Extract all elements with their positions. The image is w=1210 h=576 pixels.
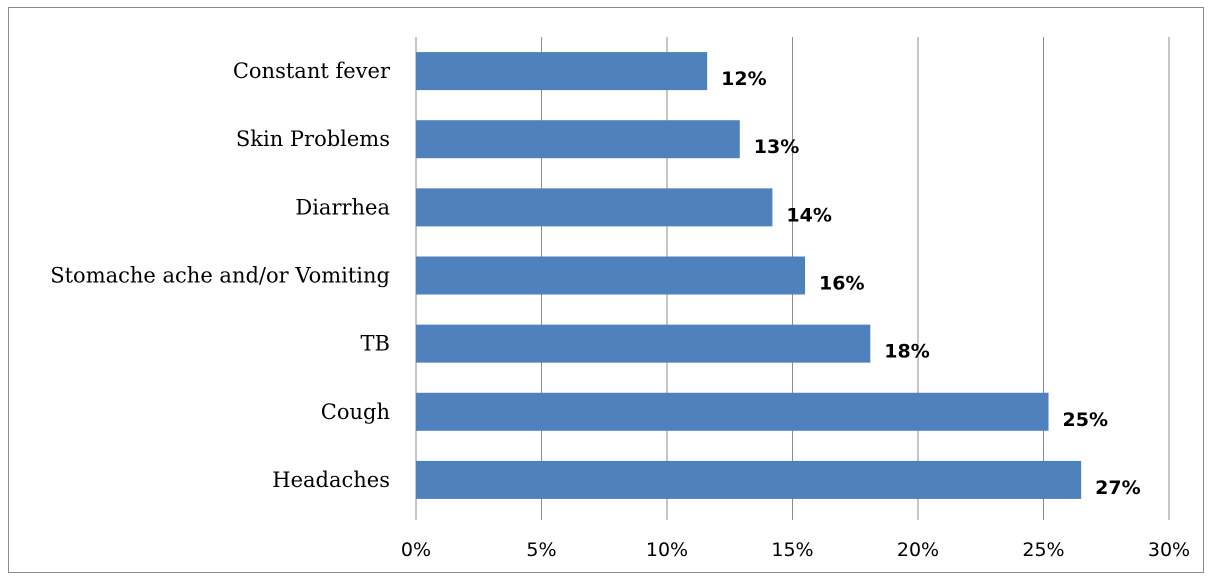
category-label: Diarrhea <box>295 195 390 219</box>
category-label: Headaches <box>272 468 390 492</box>
x-tick-label: 0% <box>401 539 431 561</box>
x-tick-label: 10% <box>646 539 688 561</box>
data-labels: 27% 25% 18% 16% 14% 13% 12% <box>721 68 1140 499</box>
data-label: 27% <box>1095 477 1140 499</box>
bars <box>416 52 1082 499</box>
category-label: Constant fever <box>233 59 391 83</box>
data-label: 12% <box>721 68 766 90</box>
bar <box>416 460 1082 499</box>
x-tick-label: 5% <box>526 539 556 561</box>
bar <box>416 324 871 363</box>
bar <box>416 256 806 295</box>
x-tick-label: 30% <box>1148 539 1190 561</box>
data-label: 14% <box>786 204 831 226</box>
data-label: 25% <box>1063 409 1108 431</box>
x-tick-labels: 0% 5% 10% 15% 20% 25% 30% <box>401 539 1190 561</box>
bar <box>416 392 1049 431</box>
bar-chart: 27% 25% 18% 16% 14% 13% 12% Headaches Cough TB St… <box>50 37 1190 561</box>
bar <box>416 52 708 91</box>
category-label: TB <box>361 332 390 356</box>
category-label: Cough <box>321 400 390 424</box>
x-tick-label: 25% <box>1022 539 1064 561</box>
chart-frame: 27% 25% 18% 16% 14% 13% 12% Headaches Cough TB St… <box>8 7 1204 573</box>
data-label: 16% <box>819 273 864 295</box>
bar <box>416 120 740 159</box>
x-tick-label: 20% <box>897 539 939 561</box>
x-tick-label: 15% <box>771 539 813 561</box>
data-label: 13% <box>754 136 799 158</box>
category-label: Stomache ache and/or Vomiting <box>50 264 390 288</box>
data-label: 18% <box>884 341 929 363</box>
category-labels: Headaches Cough TB Stomache ache and/or Vom… <box>50 59 391 492</box>
bar <box>416 188 773 227</box>
category-label: Skin Problems <box>236 127 390 151</box>
